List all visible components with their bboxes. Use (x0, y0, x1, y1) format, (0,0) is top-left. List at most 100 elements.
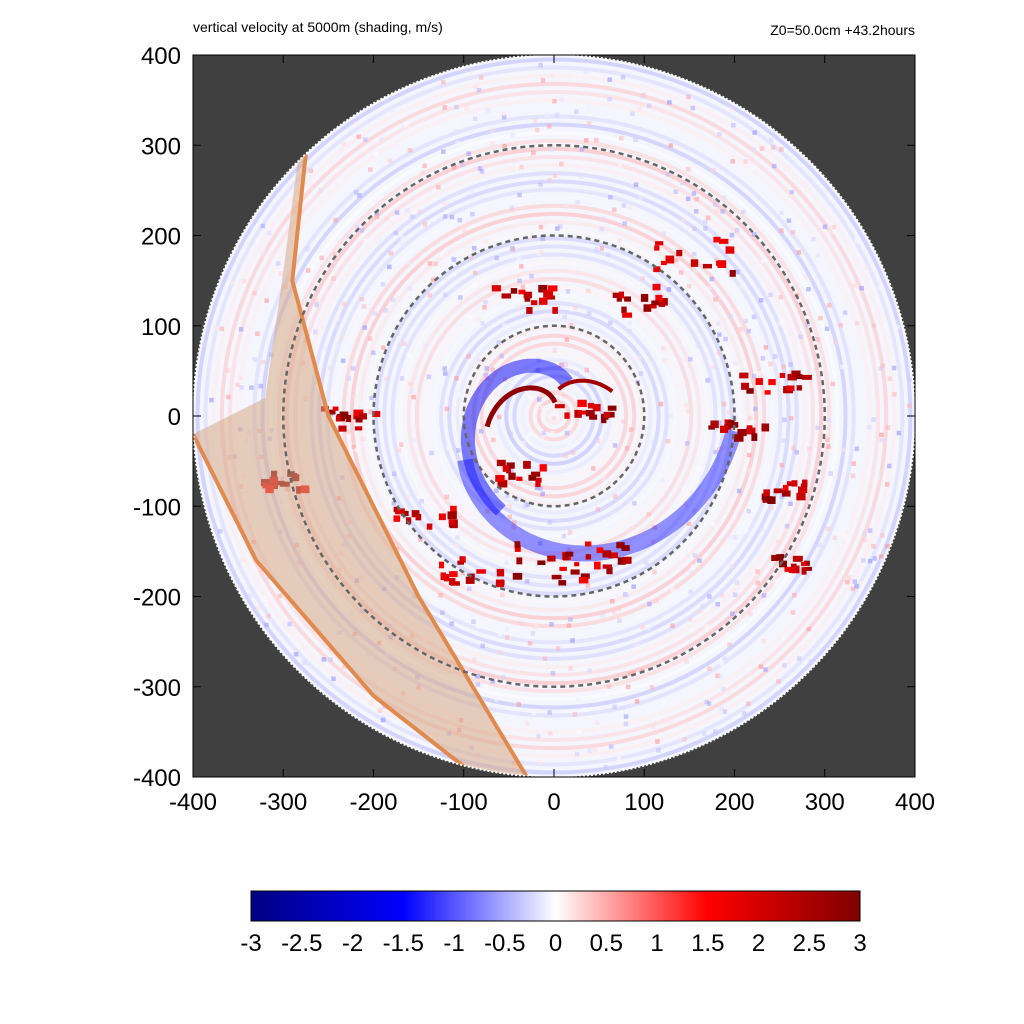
updraft-cell (358, 413, 367, 420)
field-cell (529, 273, 534, 279)
field-cell (444, 494, 450, 500)
updraft-cell (651, 300, 660, 306)
x-tick-label: 0 (547, 789, 560, 816)
field-cell (763, 667, 768, 672)
updraft-cell (624, 296, 631, 302)
field-cell (724, 726, 729, 731)
updraft-cell (496, 459, 506, 467)
field-cell (500, 592, 505, 598)
field-cell (733, 360, 738, 366)
field-cell (784, 523, 790, 529)
field-cell (688, 589, 693, 595)
field-cell (473, 85, 478, 90)
field-cell (595, 507, 601, 512)
field-cell (476, 318, 482, 323)
field-cell (418, 537, 423, 542)
field-cell (713, 449, 718, 455)
field-cell (341, 301, 347, 307)
field-cell (467, 586, 472, 591)
colorbar-tick-label: -1 (443, 930, 464, 957)
field-cell (534, 541, 539, 546)
updraft-cell (448, 519, 456, 524)
updraft-cell (778, 560, 787, 568)
field-cell (450, 256, 456, 262)
field-cell (599, 227, 605, 232)
field-cell (497, 631, 503, 637)
field-cell (504, 627, 510, 632)
field-cell (815, 337, 820, 342)
field-cell (846, 586, 851, 592)
field-cell (528, 236, 534, 242)
field-cell (305, 268, 311, 273)
field-cell (697, 609, 702, 614)
field-cell (440, 80, 446, 85)
field-cell (362, 238, 368, 244)
field-cell (710, 364, 716, 370)
field-cell (239, 385, 244, 390)
field-cell (654, 598, 659, 603)
field-cell (553, 346, 559, 351)
updraft-cell (577, 410, 587, 415)
field-cell (519, 164, 524, 170)
field-cell (422, 221, 428, 227)
updraft-cell (601, 416, 607, 424)
field-cell (731, 214, 736, 219)
field-cell (476, 358, 482, 364)
field-cell (508, 431, 514, 437)
updraft-cell (790, 563, 797, 570)
field-cell (729, 564, 734, 569)
x-tick-label: 200 (714, 789, 754, 816)
field-cell (592, 747, 598, 752)
field-cell (683, 501, 689, 507)
field-cell (564, 337, 570, 342)
field-cell (806, 446, 812, 452)
field-cell (794, 450, 799, 455)
field-cell (344, 234, 350, 240)
updraft-cell (524, 295, 531, 302)
field-cell (715, 602, 720, 607)
field-cell (782, 663, 787, 668)
field-cell (775, 539, 781, 544)
field-cell (751, 419, 757, 425)
updraft-cell (501, 293, 512, 299)
field-cell (792, 593, 797, 598)
field-cell (813, 549, 819, 555)
field-cell (522, 503, 527, 509)
field-cell (774, 358, 780, 364)
field-cell (504, 560, 509, 565)
field-cell (758, 664, 764, 669)
field-cell (242, 279, 247, 284)
field-cell (637, 106, 643, 112)
field-cell (396, 448, 402, 453)
field-cell (527, 641, 533, 646)
field-cell (652, 569, 657, 575)
field-cell (471, 619, 476, 624)
field-cell (597, 145, 603, 150)
field-cell (702, 219, 708, 225)
field-cell (722, 655, 727, 661)
field-cell (472, 270, 478, 276)
updraft-cell (526, 307, 533, 314)
updraft-cell (438, 561, 445, 569)
field-cell (638, 613, 644, 619)
field-cell (639, 476, 645, 482)
field-cell (472, 116, 478, 122)
field-cell (707, 594, 712, 599)
field-cell (817, 542, 822, 548)
field-cell (353, 189, 359, 195)
field-cell (378, 238, 383, 244)
field-cell (372, 311, 378, 316)
field-cell (308, 168, 314, 174)
field-cell (354, 121, 360, 127)
field-cell (887, 376, 893, 381)
updraft-cell (761, 493, 770, 501)
field-cell (651, 440, 656, 445)
field-cell (603, 764, 609, 770)
field-cell (400, 235, 405, 240)
updraft-cell (518, 289, 526, 295)
dashed-circle-r300 (282, 144, 826, 688)
y-tick-label: 400 (141, 43, 181, 70)
field-cell (631, 584, 636, 589)
field-cell (628, 427, 634, 432)
wave-ring (398, 260, 710, 572)
